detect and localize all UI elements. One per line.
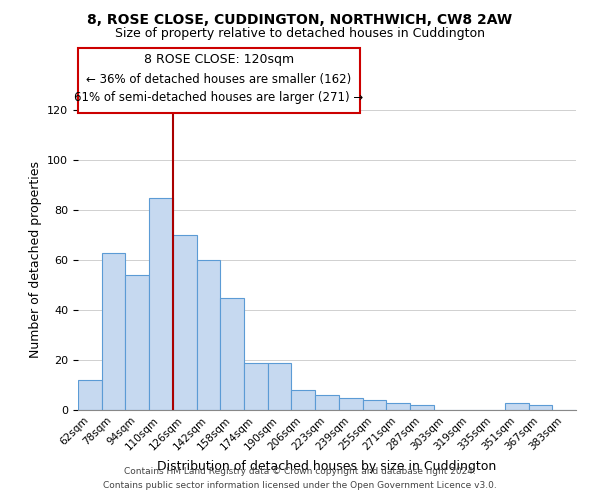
Text: 8 ROSE CLOSE: 120sqm: 8 ROSE CLOSE: 120sqm — [144, 54, 294, 66]
Y-axis label: Number of detached properties: Number of detached properties — [29, 162, 41, 358]
Bar — [292, 390, 315, 410]
Bar — [78, 380, 102, 410]
Bar — [529, 405, 552, 410]
Bar — [102, 252, 125, 410]
Bar — [125, 275, 149, 410]
Bar — [315, 395, 339, 410]
Text: ← 36% of detached houses are smaller (162): ← 36% of detached houses are smaller (16… — [86, 74, 352, 86]
Bar — [339, 398, 362, 410]
Bar — [197, 260, 220, 410]
Bar — [149, 198, 173, 410]
Text: Size of property relative to detached houses in Cuddington: Size of property relative to detached ho… — [115, 28, 485, 40]
Bar — [220, 298, 244, 410]
Bar — [410, 405, 434, 410]
Text: Contains public sector information licensed under the Open Government Licence v3: Contains public sector information licen… — [103, 481, 497, 490]
Text: 8, ROSE CLOSE, CUDDINGTON, NORTHWICH, CW8 2AW: 8, ROSE CLOSE, CUDDINGTON, NORTHWICH, CW… — [88, 12, 512, 26]
Bar — [362, 400, 386, 410]
X-axis label: Distribution of detached houses by size in Cuddington: Distribution of detached houses by size … — [157, 460, 497, 473]
Text: Contains HM Land Registry data © Crown copyright and database right 2024.: Contains HM Land Registry data © Crown c… — [124, 467, 476, 476]
Bar — [386, 402, 410, 410]
Bar — [244, 362, 268, 410]
Bar — [268, 362, 292, 410]
Bar — [505, 402, 529, 410]
Text: 61% of semi-detached houses are larger (271) →: 61% of semi-detached houses are larger (… — [74, 92, 364, 104]
Bar — [173, 235, 197, 410]
